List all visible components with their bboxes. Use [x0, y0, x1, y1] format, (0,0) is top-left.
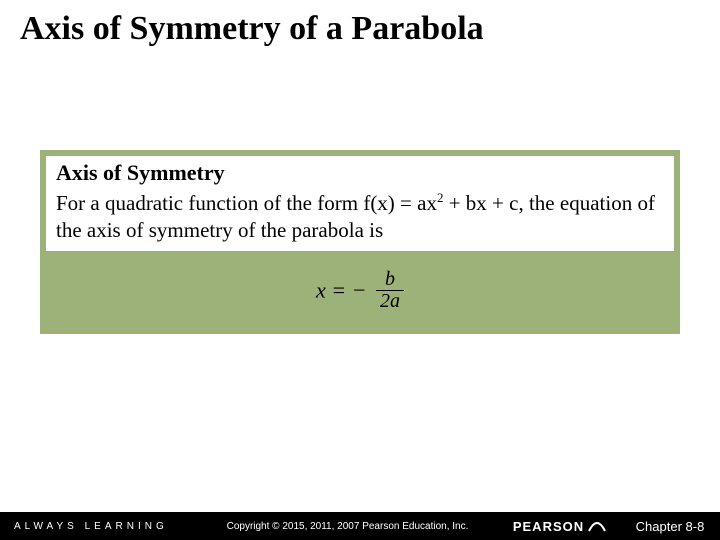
- footer-copyright: Copyright © 2015, 2011, 2007 Pearson Edu…: [195, 521, 500, 532]
- box-header: Axis of Symmetry: [46, 156, 674, 188]
- footer-bar: ALWAYS LEARNING Copyright © 2015, 2011, …: [0, 512, 720, 540]
- chapter-label: Chapter 8-8: [620, 519, 720, 534]
- formula-area: x = − b 2a: [40, 251, 680, 334]
- formula-denominator: 2a: [376, 291, 404, 312]
- logo-text: PEARSON: [513, 519, 584, 534]
- logo-arc-icon: [587, 519, 607, 533]
- axis-formula: x = − b 2a: [316, 269, 404, 312]
- body-text-prefix: For a quadratic function of the form f(x…: [56, 191, 437, 215]
- formula-numerator: b: [376, 269, 404, 291]
- box-body: For a quadratic function of the form f(x…: [46, 188, 674, 251]
- footer-tagline: ALWAYS LEARNING: [0, 521, 195, 532]
- slide-title: Axis of Symmetry of a Parabola: [0, 0, 720, 48]
- formula-lhs: x = −: [316, 277, 366, 302]
- definition-box: Axis of Symmetry For a quadratic functio…: [40, 150, 680, 334]
- formula-fraction: b 2a: [376, 269, 404, 312]
- pearson-logo: PEARSON: [500, 519, 620, 534]
